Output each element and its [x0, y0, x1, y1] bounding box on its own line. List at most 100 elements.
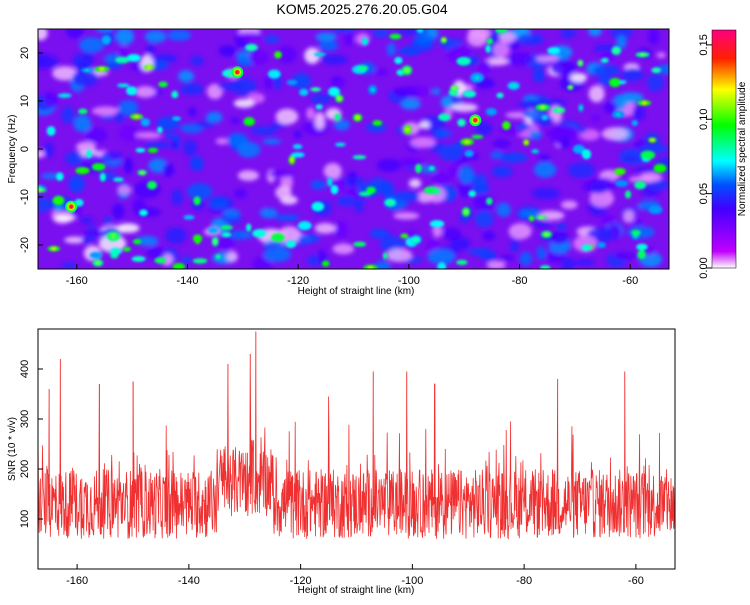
heatmap-cell [64, 236, 86, 244]
heatmap-cell [293, 130, 302, 139]
heatmap-cell [78, 108, 88, 115]
heatmap-cell [538, 154, 551, 164]
heatmap-cell [428, 166, 435, 171]
heatmap-cell [183, 215, 195, 220]
x-tick-label: -160 [66, 575, 88, 587]
heatmap-cell [81, 237, 90, 244]
heatmap-cell [336, 196, 356, 207]
heatmap-cell [623, 209, 635, 223]
heatmap-cell [171, 189, 184, 206]
heatmap-cell [314, 88, 318, 91]
heatmap-cell [323, 162, 342, 180]
heatmap-cell [85, 127, 108, 144]
heatmap-cell [259, 208, 278, 219]
heatmap-cell [353, 241, 367, 247]
heatmap-cell [332, 29, 357, 33]
heatmap-cell [38, 29, 48, 41]
x-tick-label: -160 [66, 275, 88, 287]
heatmap-cell [332, 243, 355, 255]
heatmap-cell [87, 152, 91, 156]
heatmap-cell [38, 189, 42, 192]
x-tick-label: -100 [398, 275, 420, 287]
heatmap-cell [352, 155, 367, 160]
y-tick-label: 300 [19, 410, 31, 428]
heatmap-cell [458, 165, 475, 184]
heatmap-cell [516, 123, 531, 131]
colorbar-tick-label: 0.10 [698, 109, 710, 130]
heatmap-cell [442, 227, 462, 241]
heatmap-cell [550, 60, 577, 76]
heatmap-cell [646, 73, 664, 92]
heatmap-cell [621, 67, 644, 82]
heatmap-cell [328, 86, 340, 97]
heatmap-cell [220, 225, 233, 230]
heatmap-cell [183, 139, 197, 156]
x-tick-label: -60 [628, 575, 644, 587]
heatmap-cell [263, 246, 291, 263]
heatmap-cell [366, 186, 376, 194]
heatmap-cell [532, 221, 553, 229]
heatmap-cell [165, 227, 187, 244]
heatmap-cell [600, 214, 615, 225]
heatmap-cell [311, 201, 325, 212]
heatmap-cell [95, 29, 114, 33]
heatmap-cell [237, 141, 261, 158]
heatmap-cell [333, 119, 350, 131]
heatmap-cell [290, 152, 305, 158]
heatmap-cell [123, 246, 131, 252]
heatmap-hotspot [235, 70, 239, 74]
heatmap-cell [589, 181, 609, 194]
heatmap-cell [310, 93, 332, 104]
heatmap-cell [162, 163, 175, 177]
heatmap-cell [636, 243, 648, 251]
heatmap-cell [519, 251, 533, 266]
heatmap-cell [140, 118, 151, 127]
heatmap-x-axis: -160 -140 -120 -100 -80 -60 [66, 264, 638, 287]
heatmap-cell [230, 117, 240, 125]
heatmap-cell [330, 76, 346, 90]
heatmap-cell [491, 165, 513, 178]
heatmap-cell [91, 162, 106, 171]
snr-x-axis: -160 -140 -120 -100 -80 -60 [66, 564, 644, 587]
heatmap-cell [135, 131, 162, 139]
heatmap-cell [647, 29, 660, 46]
heatmap-cell [509, 242, 519, 253]
heatmap-cell [539, 216, 543, 219]
heatmap-cell [448, 165, 462, 178]
heatmap-cell [221, 215, 242, 224]
heatmap-cell [549, 231, 569, 245]
heatmap-cell [139, 209, 148, 217]
heatmap-cell [135, 235, 159, 246]
heatmap-cell [418, 120, 431, 129]
heatmap-cell [236, 32, 263, 41]
snr-series-line [38, 331, 675, 540]
heatmap-cell [639, 172, 663, 182]
heatmap-cell [237, 170, 259, 181]
heatmap-cell [172, 262, 186, 269]
heatmap-cell [496, 92, 504, 99]
heatmap-cell [208, 196, 228, 210]
heatmap-cell [485, 44, 491, 53]
heatmap-cell [567, 162, 596, 178]
heatmap-cell [414, 238, 418, 242]
heatmap-cell [123, 157, 134, 175]
heatmap-cell [536, 246, 547, 260]
heatmap-cell [653, 163, 667, 173]
heatmap-cell [310, 180, 326, 190]
heatmap-cell [111, 235, 115, 238]
heatmap-cell [569, 72, 588, 83]
heatmap-cell [275, 108, 299, 125]
heatmap-cell [208, 227, 219, 234]
heatmap-cell [192, 234, 203, 243]
heatmap-cell [274, 51, 282, 59]
heatmap-cell [507, 51, 534, 67]
snr-y-axis: 100 200 300 400 [19, 360, 43, 528]
snr-y-axis-label: SNR (10 * v/v) [7, 417, 18, 481]
heatmap-cell [170, 139, 179, 150]
heatmap-cell [429, 220, 445, 228]
colorbar: 0.00 0.05 0.10 0.15 Normalized spectral amp… [698, 29, 748, 279]
heatmap-cell [248, 49, 269, 66]
heatmap-cell [321, 260, 330, 267]
heatmap-cell [545, 233, 549, 236]
